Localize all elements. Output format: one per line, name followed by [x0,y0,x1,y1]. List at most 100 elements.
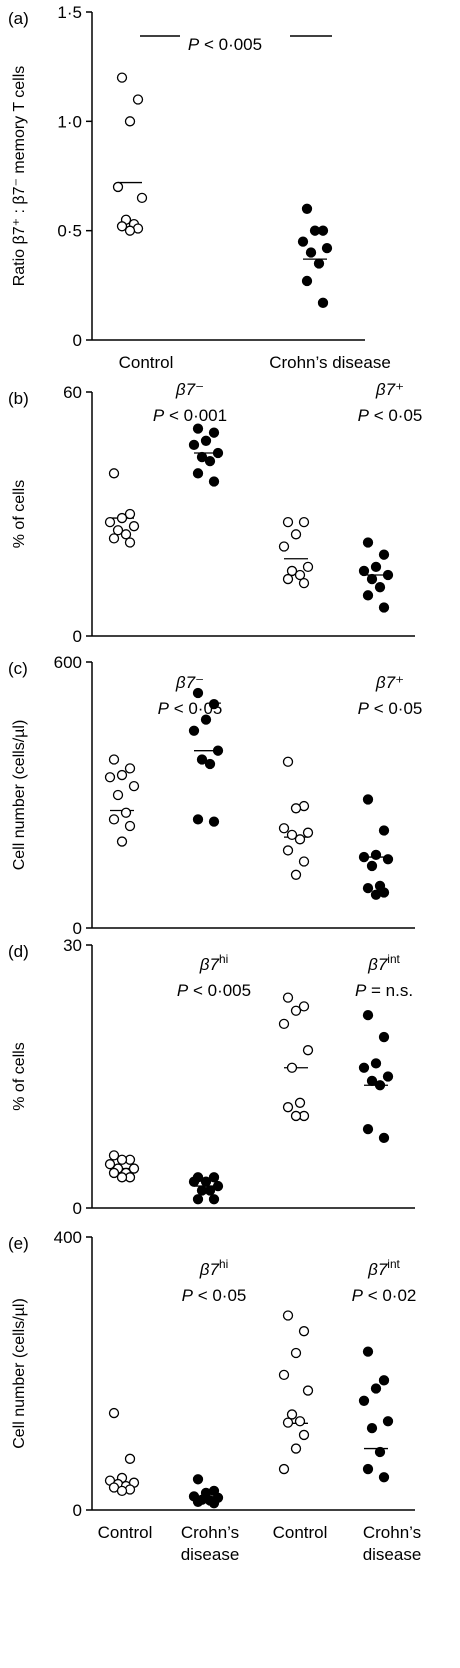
data-point [112,181,124,193]
data-point [358,1062,370,1073]
data-point [282,573,294,585]
data-point [301,203,313,214]
data-point [378,1472,390,1483]
data-point [298,577,310,589]
data-point [208,427,220,438]
data-point [301,275,313,287]
data-point [208,1172,220,1183]
y-tick-label: 0·5 [57,222,82,241]
data-point [374,582,386,593]
data-point [116,1485,128,1497]
p-value-label: P < 0·02 [352,1286,417,1305]
y-tick-label: 0 [73,627,82,646]
y-axis-label: % of cells [11,1042,28,1110]
data-point [286,1062,298,1073]
data-point [382,854,394,865]
data-point [116,512,128,524]
data-point [124,763,136,774]
data-point [358,1395,370,1406]
data-point [188,1176,200,1187]
data-point [370,1383,382,1394]
data-point [116,1172,128,1183]
data-point [192,1194,204,1205]
data-point [212,447,224,459]
data-point [104,772,116,783]
panel-label: (e) [8,1234,29,1253]
data-point [278,1463,290,1475]
data-point [208,698,220,710]
data-point [116,836,128,847]
data-point [278,541,290,552]
data-point [290,869,302,880]
data-point [370,1058,382,1069]
data-point [378,1031,390,1043]
data-point [278,1369,290,1381]
data-point [278,1018,290,1030]
data-point [112,789,124,801]
data-point [200,714,212,725]
data-point [297,236,309,247]
data-point [378,1132,390,1144]
data-point [305,247,317,258]
data-point [378,602,390,613]
data-point [116,221,128,232]
data-point [294,1416,306,1427]
p-value-label: P < 0·05 [358,699,423,718]
x-category-label: disease [363,1545,422,1564]
data-point [290,803,302,814]
data-point [108,814,120,825]
data-point [286,565,298,577]
y-tick-label: 400 [54,1228,82,1247]
data-point [370,889,382,900]
data-point [286,829,298,841]
data-point [362,1009,374,1021]
data-point [128,780,140,792]
data-point [282,992,294,1003]
subset-label: β7⁻ [175,673,204,692]
data-point [196,451,208,463]
data-point [370,561,382,573]
x-category-label: Crohn’s disease [269,353,391,372]
data-point [196,754,208,765]
data-point [208,476,220,487]
data-point [116,72,128,83]
panel-label: (a) [8,9,29,28]
y-axis-label: Cell number (cells/µl) [11,720,28,871]
data-point [362,590,374,601]
data-point [212,745,224,756]
panel-label: (d) [8,942,29,961]
p-value-label: P < 0·001 [153,406,227,425]
data-point [208,816,220,827]
data-point [302,561,314,573]
data-point [282,845,294,856]
data-point [321,243,333,254]
data-point [362,537,374,548]
y-tick-label: 0 [73,919,82,938]
data-point [362,794,374,805]
data-point [124,225,136,236]
data-point [192,687,204,699]
data-point [278,823,290,834]
data-point [120,529,132,540]
data-point [108,1167,120,1179]
data-point [204,758,216,770]
panel-label: (c) [8,659,28,678]
y-tick-label: 0 [73,1501,82,1520]
data-point [366,1075,378,1087]
x-category-label: Control [273,1523,328,1542]
data-point [204,1185,216,1196]
data-point [358,851,370,863]
data-point [290,1443,302,1454]
y-axis-label: Ratio β7⁺ : β7⁻ memory T cells [11,66,28,287]
data-point [192,468,204,479]
subset-label: β7⁻ [175,380,204,399]
data-point [313,258,325,269]
subset-label: β7hi [199,1257,228,1279]
data-point [128,1163,140,1174]
data-point [309,225,321,236]
data-point [108,754,120,765]
data-point [116,769,128,781]
data-point [282,516,294,528]
data-point [128,521,140,532]
